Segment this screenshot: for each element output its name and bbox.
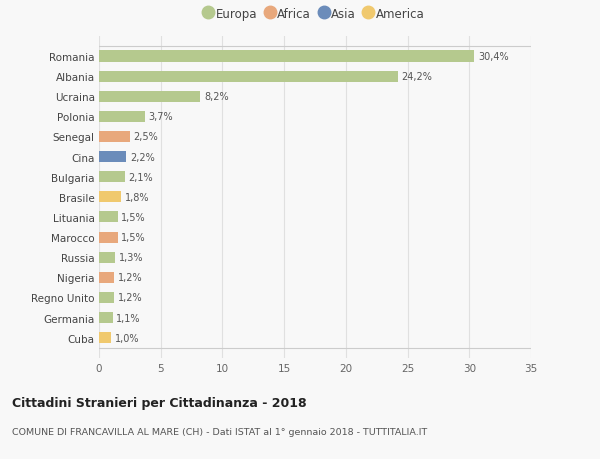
Text: 24,2%: 24,2%: [401, 72, 432, 82]
Text: 1,5%: 1,5%: [121, 233, 146, 242]
Bar: [99, 172, 125, 183]
Legend: Europa, Africa, Asia, America: Europa, Africa, Asia, America: [202, 5, 428, 24]
Text: COMUNE DI FRANCAVILLA AL MARE (CH) - Dati ISTAT al 1° gennaio 2018 - TUTTITALIA.: COMUNE DI FRANCAVILLA AL MARE (CH) - Dat…: [12, 427, 427, 436]
Text: 1,2%: 1,2%: [118, 273, 142, 283]
Text: 1,0%: 1,0%: [115, 333, 140, 343]
Bar: [99, 132, 130, 143]
Bar: [99, 91, 200, 102]
Text: 1,8%: 1,8%: [125, 192, 149, 202]
Text: 1,1%: 1,1%: [116, 313, 141, 323]
Bar: [99, 151, 126, 163]
Bar: [99, 72, 398, 83]
Text: 1,5%: 1,5%: [121, 213, 146, 223]
Text: 8,2%: 8,2%: [204, 92, 229, 102]
Text: 2,2%: 2,2%: [130, 152, 155, 162]
Bar: [99, 312, 113, 323]
Text: 3,7%: 3,7%: [148, 112, 173, 122]
Bar: [99, 212, 118, 223]
Bar: [99, 252, 115, 263]
Text: 30,4%: 30,4%: [478, 52, 509, 62]
Bar: [99, 272, 114, 283]
Text: 2,1%: 2,1%: [128, 172, 153, 182]
Bar: [99, 332, 112, 343]
Bar: [99, 51, 474, 62]
Text: 1,3%: 1,3%: [119, 252, 143, 263]
Text: 2,5%: 2,5%: [134, 132, 158, 142]
Text: Cittadini Stranieri per Cittadinanza - 2018: Cittadini Stranieri per Cittadinanza - 2…: [12, 396, 307, 409]
Bar: [99, 192, 121, 203]
Bar: [99, 232, 118, 243]
Text: 1,2%: 1,2%: [118, 293, 142, 303]
Bar: [99, 292, 114, 303]
Bar: [99, 112, 145, 123]
